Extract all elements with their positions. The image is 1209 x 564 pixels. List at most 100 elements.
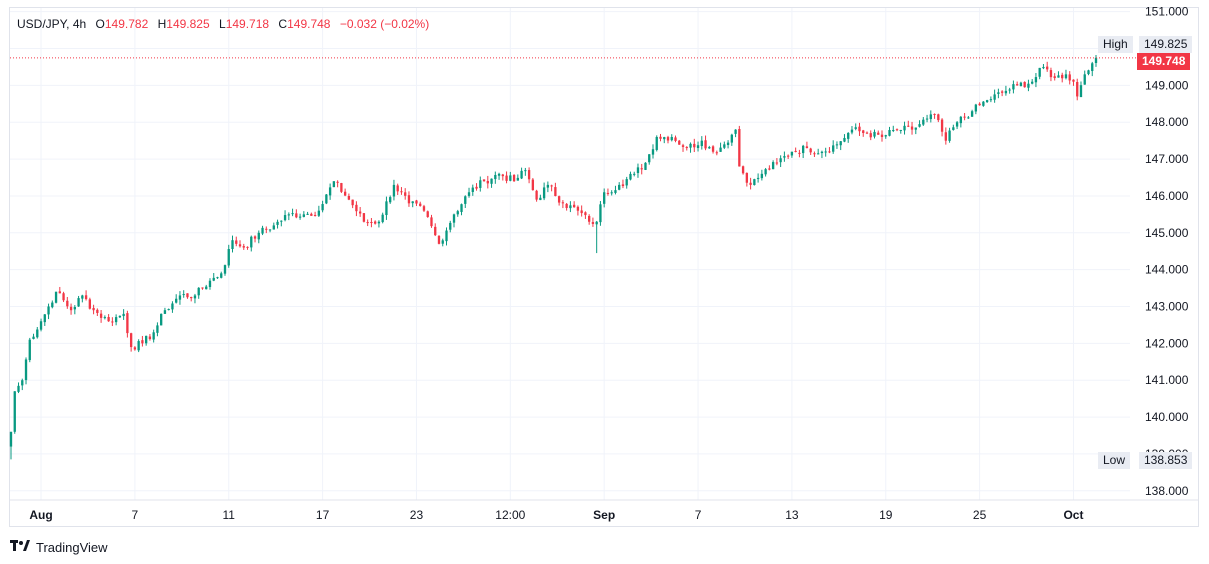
price-axis[interactable]: 151.000150.000149.000148.000147.000146.0… bbox=[1145, 5, 1189, 498]
candle-body bbox=[952, 127, 955, 130]
candle-body bbox=[182, 294, 185, 296]
candle-body bbox=[895, 129, 899, 131]
candle-body bbox=[362, 213, 366, 222]
candle-body bbox=[880, 134, 884, 137]
candle-body bbox=[993, 94, 996, 100]
brand[interactable]: TradingView bbox=[10, 539, 108, 555]
candle-body bbox=[663, 137, 666, 140]
x-tick-label: 23 bbox=[410, 508, 424, 522]
candle-body bbox=[1061, 74, 1064, 79]
candle-body bbox=[261, 227, 264, 234]
y-tick-label: 141.000 bbox=[1145, 373, 1189, 387]
candle-body bbox=[955, 122, 959, 127]
candle-body bbox=[648, 154, 651, 163]
candle-body bbox=[190, 297, 193, 299]
candle-body bbox=[415, 200, 418, 204]
candle-body bbox=[546, 184, 550, 188]
candle-body bbox=[569, 205, 572, 209]
candle-body bbox=[193, 295, 197, 299]
candle-body bbox=[167, 309, 170, 311]
candle-body bbox=[606, 192, 610, 194]
candle-body bbox=[1000, 91, 1004, 93]
x-tick-label: 11 bbox=[223, 508, 236, 522]
candle-body bbox=[982, 101, 985, 106]
candle-body bbox=[726, 142, 730, 146]
candle-body bbox=[1023, 81, 1026, 88]
candle-body bbox=[272, 225, 275, 230]
candle-body bbox=[884, 135, 887, 137]
low-tag-label: Low bbox=[1098, 452, 1131, 469]
high-tag-label: High bbox=[1098, 36, 1133, 53]
candle-body bbox=[715, 152, 718, 154]
candle-body bbox=[621, 184, 625, 187]
brand-name: TradingView bbox=[36, 539, 108, 555]
candle-body bbox=[644, 162, 647, 170]
ohlc-legend: USD/JPY, 4h O149.782 H149.825 L149.718 C… bbox=[17, 17, 430, 31]
candle-body bbox=[1019, 82, 1023, 87]
y-tick-label: 149.000 bbox=[1145, 78, 1189, 92]
candle-body bbox=[295, 213, 298, 218]
y-tick-label: 148.000 bbox=[1145, 115, 1189, 129]
candle-body bbox=[163, 310, 167, 314]
candle-body bbox=[133, 347, 137, 350]
y-tick-label: 138.000 bbox=[1145, 484, 1189, 498]
candle-body bbox=[99, 313, 103, 318]
candle-body bbox=[208, 280, 212, 288]
candle-body bbox=[84, 295, 88, 300]
candle-body bbox=[948, 130, 951, 141]
candle-body bbox=[13, 391, 16, 432]
candle-body bbox=[404, 192, 407, 196]
candle-body bbox=[54, 291, 58, 303]
candle-body bbox=[336, 181, 339, 183]
close-value: 149.748 bbox=[287, 17, 331, 31]
candle-body bbox=[246, 246, 249, 248]
candle-body bbox=[66, 300, 69, 307]
candle-body bbox=[790, 151, 794, 156]
candle-body bbox=[220, 273, 223, 278]
candle-body bbox=[817, 153, 820, 155]
candle-body bbox=[640, 168, 643, 170]
candle-body bbox=[1072, 79, 1075, 82]
candle-body bbox=[940, 119, 944, 132]
candle-body bbox=[407, 195, 411, 204]
candle-body bbox=[129, 333, 133, 348]
candle-body bbox=[1012, 84, 1015, 90]
candle-body bbox=[970, 111, 974, 117]
candle-body bbox=[287, 214, 290, 216]
candle-body bbox=[21, 380, 24, 386]
candle-body bbox=[1094, 57, 1098, 64]
candle-body bbox=[430, 217, 433, 227]
time-axis[interactable]: Aug 7 11 17 23 12:00 Sep 7 13 19 25 Oct bbox=[29, 508, 1083, 522]
candle-body bbox=[603, 192, 606, 204]
candle-body bbox=[103, 317, 107, 319]
candle-body bbox=[396, 185, 399, 192]
candle-body bbox=[655, 136, 658, 150]
candle-body bbox=[850, 129, 854, 133]
candle-body bbox=[1087, 70, 1090, 75]
candle-body bbox=[512, 174, 516, 182]
candle-body bbox=[918, 124, 921, 127]
candle-body bbox=[798, 152, 801, 154]
candle-body bbox=[212, 277, 215, 281]
candle-body bbox=[1004, 90, 1008, 94]
candle-body bbox=[257, 232, 260, 240]
x-tick-label: 7 bbox=[695, 508, 702, 522]
candle-body bbox=[39, 321, 43, 330]
candle-body bbox=[847, 132, 850, 139]
candle-body bbox=[678, 140, 681, 145]
candle-body bbox=[618, 184, 621, 190]
open-key: O bbox=[95, 17, 105, 31]
candle-body bbox=[873, 131, 876, 137]
candle-body bbox=[730, 134, 733, 143]
candle-body bbox=[291, 213, 294, 215]
high-tag-value: 149.825 bbox=[1139, 36, 1193, 53]
candle-body bbox=[572, 204, 576, 208]
candle-body bbox=[73, 307, 76, 310]
candle-body bbox=[907, 125, 910, 127]
candle-body bbox=[332, 181, 336, 188]
candle-body bbox=[550, 185, 553, 187]
candle-body bbox=[779, 158, 782, 163]
candle-body bbox=[565, 203, 568, 208]
candle-body bbox=[482, 179, 486, 182]
